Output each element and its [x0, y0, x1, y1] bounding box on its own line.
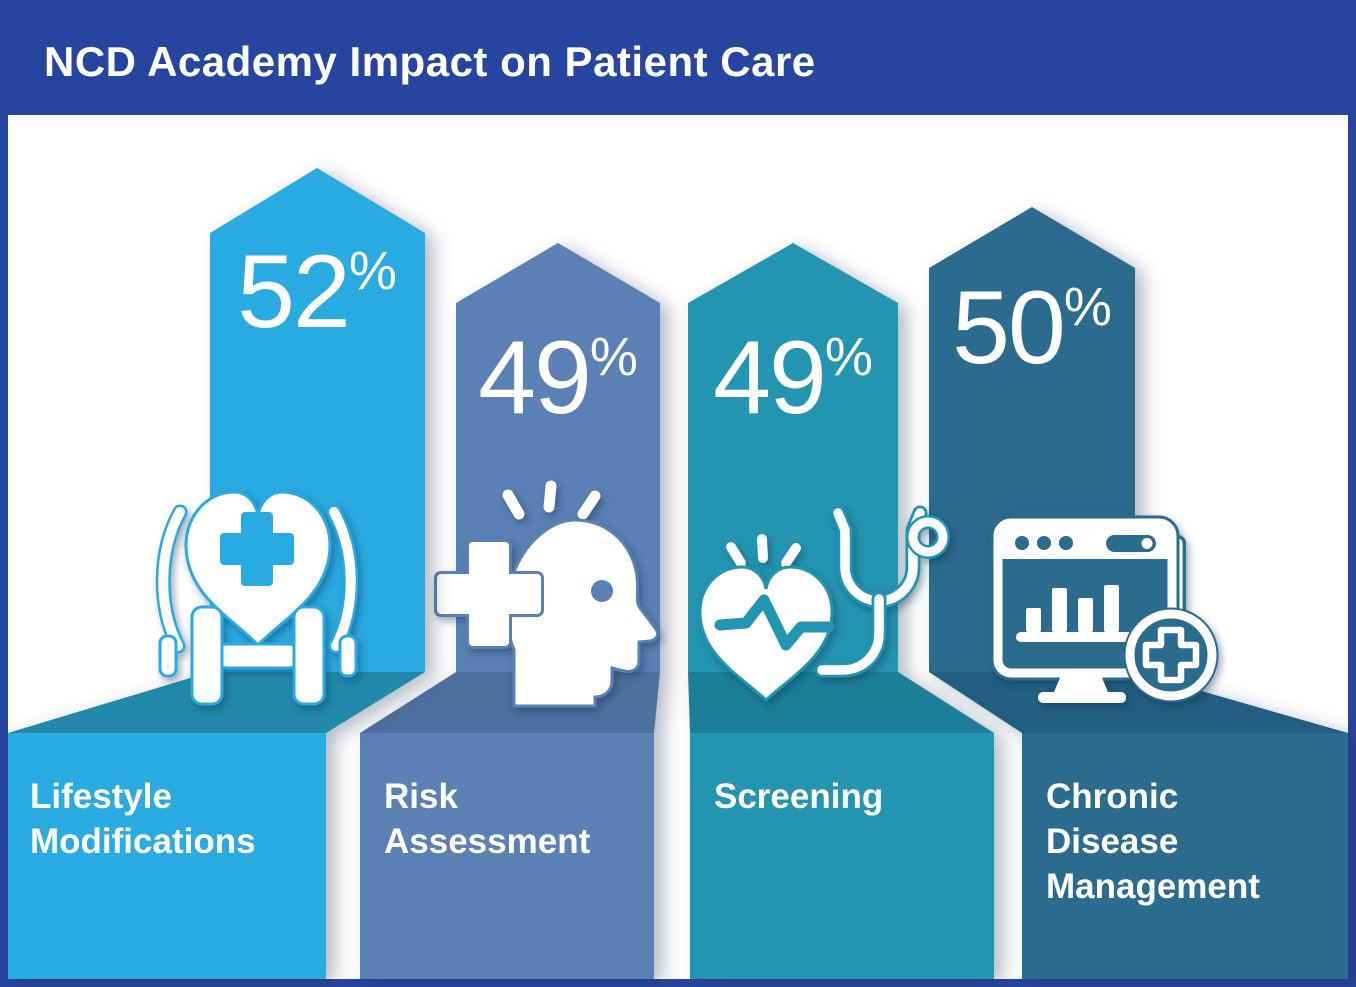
- label-lifestyle-modifications: Lifestyle Modifications: [30, 777, 256, 861]
- label-risk-assessment: Risk Assessment: [384, 777, 591, 861]
- percent-number: 49: [478, 320, 592, 436]
- percent-screening: 49%: [673, 326, 913, 430]
- column-screening: [688, 243, 994, 979]
- percent-lifestyle: 52%: [197, 240, 437, 344]
- percent-number: 49: [713, 320, 827, 436]
- floor-chronic: [929, 672, 1348, 733]
- percent-sign: %: [824, 327, 873, 387]
- percent-number: 50: [952, 270, 1066, 386]
- face-screening: [690, 733, 994, 979]
- face-chronic: [1022, 733, 1348, 979]
- heart-pulse-stethoscope-icon: [698, 505, 950, 703]
- percent-chronic: 50%: [912, 276, 1152, 380]
- heart-cross-dumbbell-icon: [155, 490, 359, 706]
- title-bar: NCD Academy Impact on Patient Care: [8, 8, 1348, 115]
- monitor-chart-plus-icon: [990, 515, 1219, 703]
- face-risk: [360, 733, 654, 979]
- page-title: NCD Academy Impact on Patient Care: [44, 37, 816, 85]
- face-lifestyle: [8, 733, 326, 979]
- column-chronic-disease-management: [929, 207, 1348, 979]
- label-chronic-disease-management: Chronic Disease Management: [1046, 777, 1260, 906]
- percent-risk: 49%: [438, 326, 678, 430]
- percent-sign: %: [589, 327, 638, 387]
- percent-sign: %: [1063, 277, 1112, 337]
- percent-sign: %: [348, 241, 397, 301]
- label-screening: Screening: [714, 777, 884, 816]
- head-plus-icon: [434, 480, 659, 708]
- percent-number: 52: [237, 234, 351, 350]
